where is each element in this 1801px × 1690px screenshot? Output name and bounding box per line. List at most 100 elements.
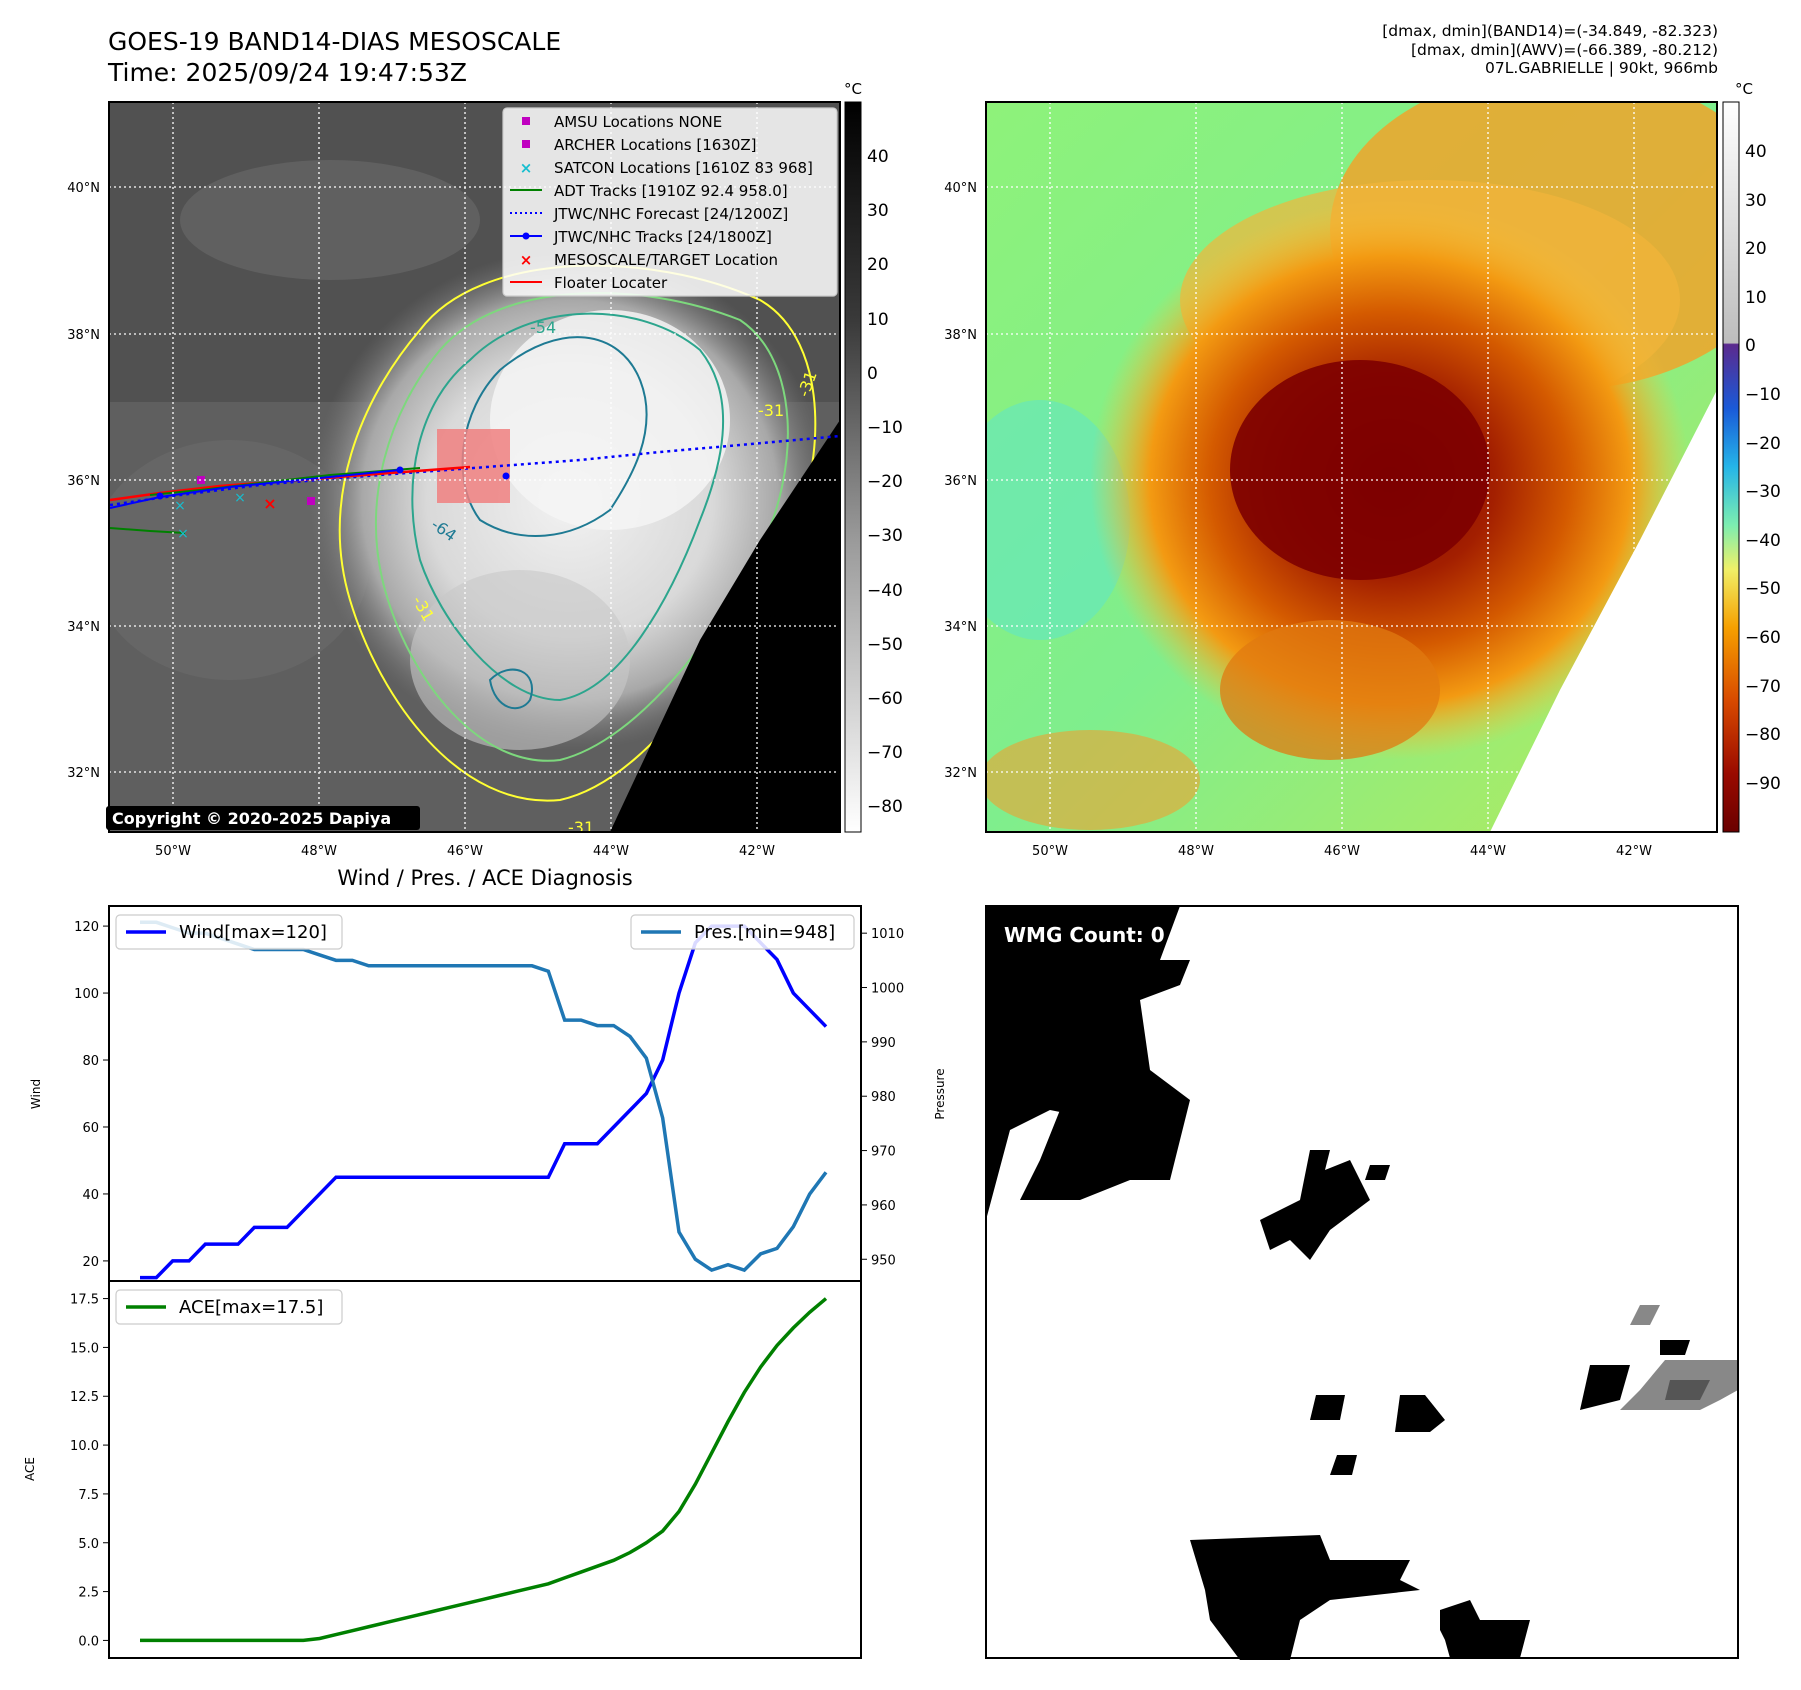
ir-colorbar: °C 40 30 20 10 0 −10 −20 −30 −40 −50 −60…	[844, 80, 903, 833]
pressure-ytick-label: 990	[871, 1036, 896, 1051]
band14-range: [dmax, dmin](BAND14)=(-34.849, -82.323)	[1382, 22, 1718, 40]
ir-cbar-tick: −10	[867, 418, 903, 438]
ace-ytick-label: 7.5	[78, 1488, 99, 1503]
wv-cbar-tick: −70	[1745, 677, 1781, 697]
wmg-count-label: WMG Count: 0	[1004, 923, 1165, 947]
wind-legend: Wind[max=120]	[115, 914, 343, 950]
pressure-axis-label: Pressure	[933, 1068, 947, 1119]
wv-map-panel: 50°W 48°W 46°W 44°W 42°W 40°N 38°N 36°N …	[944, 80, 1781, 859]
wv-cbar-tick: −20	[1745, 434, 1781, 454]
pressure-ytick-label: 970	[871, 1145, 896, 1160]
wind-plot-frame	[108, 905, 862, 1282]
pressure-ytick-label: 950	[871, 1253, 896, 1268]
pressure-ytick-label: 1010	[871, 927, 904, 942]
wv-lon-ticks: 50°W 48°W 46°W 44°W 42°W	[1032, 844, 1652, 859]
ir-cbar-tick: −80	[867, 797, 903, 817]
contour-label: -31	[568, 818, 594, 837]
wind-pressure-chart: Wind / Pres. / ACE Diagnosis 20 40 60 80 100…	[29, 866, 947, 1282]
wmg-panel: WMG Count: 0	[985, 905, 1739, 1660]
wv-cbar-tick: −10	[1745, 385, 1781, 405]
wv-lon-tick: 48°W	[1178, 844, 1214, 859]
ir-lat-tick: 38°N	[67, 328, 100, 343]
ace-series-line	[140, 1297, 828, 1643]
wind-ytick-label: 100	[74, 987, 99, 1002]
wind-ytick-label: 120	[74, 920, 99, 935]
ir-lat-tick: 32°N	[67, 766, 100, 781]
wind-ytick-label: 60	[82, 1121, 99, 1136]
wv-cbar-tick: −60	[1745, 628, 1781, 648]
ace-yticks: 0.0 2.5 5.0 7.5 10.0 12.5 15.0 17.5	[70, 1293, 109, 1649]
contour-label: -54	[530, 318, 556, 337]
wv-lat-tick: 40°N	[944, 181, 977, 196]
wv-cbar-tick: 10	[1745, 288, 1767, 308]
wv-imagery	[986, 102, 1717, 832]
legend-floater: Floater Locater	[554, 274, 668, 292]
storm-metadata: [dmax, dmin](BAND14)=(-34.849, -82.323) …	[1382, 22, 1718, 78]
legend-amsu: AMSU Locations NONE	[554, 113, 722, 131]
wmg-frame	[985, 905, 1739, 1659]
ir-lat-tick: 36°N	[67, 474, 100, 489]
ir-colorbar-ticks: 40 30 20 10 0 −10 −20 −30 −40 −50 −60 −7…	[867, 147, 903, 817]
wv-cbar-tick: −50	[1745, 579, 1781, 599]
ir-cbar-tick: 30	[867, 201, 889, 221]
pressure-ytick-label: 960	[871, 1199, 896, 1214]
wind-yticks: 20 40 60 80 100 120	[74, 920, 109, 1270]
legend-satcon: SATCON Locations [1610Z 83 968]	[554, 159, 813, 177]
ace-ytick-label: 0.0	[78, 1634, 99, 1649]
awv-range: [dmax, dmin](AWV)=(-66.389, -80.212)	[1411, 40, 1718, 59]
title-time: Time: 2025/09/24 19:47:53Z	[108, 58, 467, 87]
wv-cbar-tick: 0	[1745, 336, 1756, 356]
chart-title: GOES-19 BAND14-DIAS MESOSCALE Time: 2025…	[108, 26, 561, 88]
ir-cbar-tick: −70	[867, 743, 903, 763]
ir-cbar-tick: −60	[867, 689, 903, 709]
wind-ytick-label: 40	[82, 1188, 99, 1203]
ir-lat-ticks: 40°N 38°N 36°N 34°N 32°N	[67, 181, 100, 781]
wv-lat-tick: 34°N	[944, 620, 977, 635]
ir-lon-tick: 48°W	[301, 844, 337, 859]
wv-cbar-tick: −90	[1745, 774, 1781, 794]
ir-cbar-tick: 40	[867, 147, 889, 167]
wv-gridlines	[986, 102, 1717, 832]
ir-cbar-tick: −30	[867, 526, 903, 546]
legend-archer: ARCHER Locations [1630Z]	[554, 136, 757, 154]
ir-cbar-tick: −40	[867, 581, 903, 601]
pressure-yticks: 950 960 970 980 990 1000 1010	[861, 927, 904, 1268]
ir-lon-tick: 50°W	[155, 844, 191, 859]
wv-lat-tick: 38°N	[944, 328, 977, 343]
ace-legend: ACE[max=17.5]	[115, 1289, 343, 1325]
wind-ytick-label: 80	[82, 1054, 99, 1069]
wind-legend-label: Wind[max=120]	[179, 922, 327, 943]
wv-colorbar: °C 40 30 20 10 0 −10 −20 −30 −40 −50 −60…	[1722, 80, 1781, 833]
ir-cbar-tick: 10	[867, 310, 889, 330]
ir-cbar-tick: 20	[867, 255, 889, 275]
ir-cbar-tick: −20	[867, 472, 903, 492]
ir-lon-tick: 46°W	[447, 844, 483, 859]
wv-cbar-tick: 20	[1745, 239, 1767, 259]
wv-lat-tick: 36°N	[944, 474, 977, 489]
wv-lon-tick: 46°W	[1324, 844, 1360, 859]
ace-chart: 0.0 2.5 5.0 7.5 10.0 12.5 15.0 17.5 ACE ACE[max…	[23, 1280, 862, 1659]
contour-label: -31	[758, 401, 784, 420]
ir-colorbar-unit: °C	[844, 80, 862, 98]
diagnosis-title: Wind / Pres. / ACE Diagnosis	[337, 866, 632, 890]
ir-map-panel: × × × × -54 -64 -31 -31 -31 -31	[67, 80, 903, 859]
legend-forecast: JTWC/NHC Forecast [24/1200Z]	[553, 205, 788, 223]
ace-axis-label: ACE	[23, 1457, 37, 1481]
svg-text:×: ×	[234, 490, 246, 506]
wv-cbar-tick: 30	[1745, 191, 1767, 211]
wind-ytick-label: 20	[82, 1255, 99, 1270]
svg-text:×: ×	[520, 251, 533, 269]
wv-lon-tick: 44°W	[1470, 844, 1506, 859]
legend-target: MESOSCALE/TARGET Location	[554, 251, 778, 269]
ir-cbar-tick: 0	[867, 364, 878, 384]
wv-cbar-tick: 40	[1745, 142, 1767, 162]
ace-legend-label: ACE[max=17.5]	[179, 1297, 323, 1318]
ir-lat-tick: 40°N	[67, 181, 100, 196]
pressure-ytick-label: 980	[871, 1090, 896, 1105]
mesoscale-target-box	[437, 429, 510, 503]
svg-text:×: ×	[177, 526, 189, 542]
wv-lat-ticks: 40°N 38°N 36°N 34°N 32°N	[944, 181, 977, 781]
pressure-legend-label: Pres.[min=948]	[694, 922, 835, 943]
wind-axis-label: Wind	[29, 1079, 43, 1109]
